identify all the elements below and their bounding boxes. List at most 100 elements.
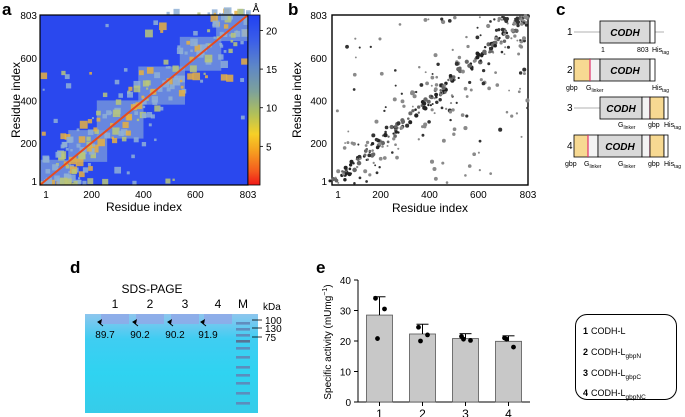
contact-point [414,113,419,118]
gel-well-1 [101,314,129,324]
heatmap-cell [172,65,179,72]
contact-point [441,138,446,143]
heatmap-cell [177,45,181,49]
contact-point [435,100,439,105]
panel-letter-a: a [2,0,12,19]
heatmap-cell [220,13,228,21]
construct-3-tag [663,96,669,120]
heatmap-cell [66,136,73,143]
bar-x-tick-3: 4 [505,407,512,417]
contact-point [434,83,439,87]
ladder-band [236,374,250,377]
contact-point [510,37,513,40]
contact-point [479,78,483,82]
contact-point [394,143,397,147]
ladder-band [236,322,250,325]
construct-4-linker-n [587,134,599,158]
ladder-band [236,392,250,395]
contact-point [394,130,398,134]
contact-point [488,46,492,50]
contact-point [466,44,470,49]
contact-point [514,28,519,33]
gel-title: SDS-PAGE [121,282,182,296]
contact-point [354,37,357,40]
heatmap-cell [60,144,65,149]
heatmap-cell [241,58,248,65]
heatmap-cell [141,113,147,118]
heatmap-cell [166,78,173,85]
contact-point [519,17,523,22]
data-point-1-2 [382,306,387,312]
construct-3: 3 CODH Glinker gbp Histag [567,96,681,131]
heatmap-cell [65,147,69,151]
contact-point [479,59,482,62]
heatmap-cell [102,178,109,185]
heatmap-cell [201,52,205,56]
contact-point [495,83,500,87]
gel-well-3 [171,314,199,324]
heatmap-cell [91,117,94,120]
construct-2-number: 2 [567,65,573,76]
data-point-3-3 [461,336,466,342]
heatmap-cell [71,182,75,185]
contact-point [524,23,528,27]
data-point-4-3 [504,336,509,342]
gel-band-value-2: 90.2 [130,330,150,341]
contact-point [431,102,434,106]
heatmap-cell [128,86,133,91]
contact-point [441,161,445,165]
colorbar-ticks: 20 15 10 5 [260,26,278,153]
construct-4-number: 4 [567,141,573,152]
heatmap-cell [134,111,139,115]
contact-point [347,172,352,177]
gel-band-arrow-tail-2 [132,321,139,327]
heatmap-cell [180,85,184,89]
gel-band-arrow-tail-3 [167,321,174,327]
contact-point [423,17,428,22]
contact-point [469,88,473,92]
contact-point [508,89,511,92]
contact-point [368,149,372,153]
contact-point [506,45,511,49]
construct-1-number: 1 [567,27,573,38]
heatmap-cell [142,105,146,109]
heatmap-cell [42,155,50,163]
contact-point [457,55,462,60]
heatmap-cell [246,12,250,15]
heatmap-cell [226,74,234,82]
contact-point [365,147,369,151]
contact-point [391,151,394,154]
construct-4-domain: CODH [605,142,635,153]
bar-x-tick-1: 2 [419,407,426,417]
colorbar-tick-3: 5 [266,142,272,153]
heatmap-cell [154,105,161,112]
contact-point [331,177,336,182]
bar-1 [366,314,393,403]
heatmap-cell [200,79,204,83]
gel-lane-label-2: 3 [182,297,189,311]
heatmap-cell [223,50,227,53]
heatmap-cell [121,136,127,142]
heatmap-cell [211,9,218,15]
heatmap-cell [75,158,84,167]
contact-point [334,176,337,179]
contact-point [395,155,399,160]
contact-point [519,87,522,90]
heatmap-cell [243,17,252,25]
heatmap-cell [106,110,112,116]
construct-2: 2 CODH gbp Glinker Histag [566,58,669,94]
contact-point [448,74,453,78]
heatmap-cell [165,178,171,184]
contact-point [500,27,505,32]
heatmap-cell [65,178,72,185]
contact-point [505,31,509,35]
heatmap-cell [141,142,147,147]
contact-point [352,167,357,173]
contact-point [364,144,368,147]
contact-point [525,15,529,19]
contact-point [423,122,428,127]
panel-c-constructs: 1 CODH 1 803 Histag 2 CODH gbp Glinker H… [565,20,681,170]
heatmap-cell [146,87,149,90]
contact-point [400,99,405,104]
contact-point [467,164,472,168]
